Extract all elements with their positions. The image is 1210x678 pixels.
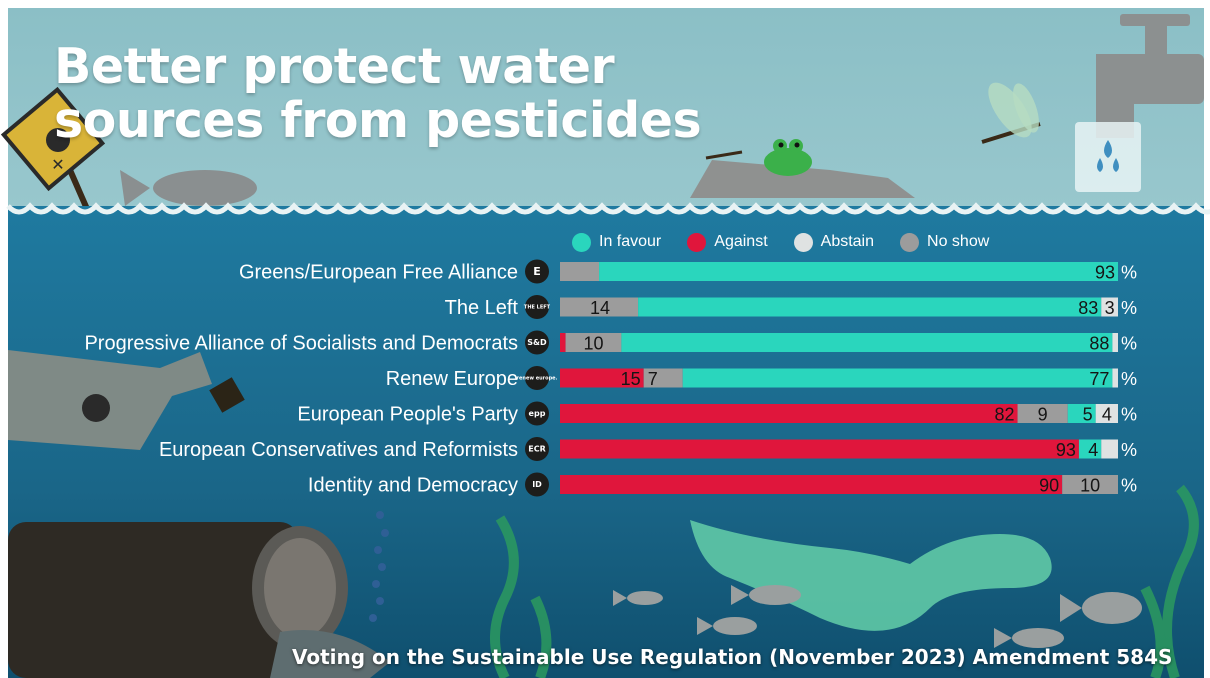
legend-label-in-favour: In favour bbox=[599, 233, 662, 250]
party-logo-text-identity-and-democracy: ID bbox=[532, 480, 542, 489]
dragonfly-icon bbox=[981, 82, 1041, 144]
category-label-greens-european-free-alliance: Greens/European Free Alliance bbox=[239, 262, 518, 284]
data-label-in-favour-the-left: 83 bbox=[1078, 298, 1098, 318]
legend-label-against: Against bbox=[714, 233, 768, 250]
poison-bottle-icon bbox=[8, 350, 245, 450]
party-logo-text-european-people-s-party: epp bbox=[529, 409, 546, 418]
legend-swatch-abstain bbox=[793, 232, 813, 252]
data-label-in-favour-progressive-alliance-of-socialists-and-democrats: 88 bbox=[1089, 334, 1109, 354]
data-label-no-show-progressive-alliance-of-socialists-and-democrats: 10 bbox=[583, 334, 603, 354]
data-label-abstain-the-left: 3 bbox=[1105, 298, 1115, 318]
category-label-progressive-alliance-of-socialists-and-democrats: Progressive Alliance of Socialists and D… bbox=[84, 333, 518, 355]
bar-segment-abstain-renew-europe bbox=[1112, 368, 1118, 388]
bar-segment-in-favour-the-left bbox=[638, 297, 1102, 317]
legend-item-against: Against bbox=[687, 232, 768, 252]
legend-swatch-in-favour bbox=[572, 232, 591, 252]
party-logo-renew-europe bbox=[525, 366, 549, 390]
category-label-identity-and-democracy: Identity and Democracy bbox=[308, 475, 518, 497]
bar-segment-no-show-greens-european-free-alliance bbox=[560, 262, 600, 281]
bar-segment-against-renew-europe bbox=[560, 368, 644, 388]
legend-swatch-against bbox=[687, 232, 707, 252]
bar-segment-no-show-the-left bbox=[560, 297, 639, 317]
seaweed-icon bbox=[490, 484, 1199, 678]
data-label-against-european-conservatives-and-reformists: 93 bbox=[1056, 440, 1076, 460]
bar-segment-no-show-identity-and-democracy bbox=[1062, 475, 1118, 494]
party-logo-progressive-alliance-of-socialists-and-democrats bbox=[525, 330, 549, 355]
dead-fish-icon bbox=[120, 170, 257, 206]
category-label-renew-europe: Renew Europe bbox=[386, 368, 518, 390]
bar-segment-abstain-european-conservatives-and-reformists bbox=[1101, 439, 1118, 459]
percent-sign-the-left: % bbox=[1121, 298, 1137, 318]
bar-segment-in-favour-european-people-s-party bbox=[1067, 404, 1096, 423]
party-logo-european-people-s-party bbox=[525, 401, 549, 426]
data-label-no-show-the-left: 14 bbox=[590, 298, 610, 318]
bar-segment-against-progressive-alliance-of-socialists-and-democrats bbox=[560, 333, 566, 352]
bar-segment-in-favour-greens-european-free-alliance bbox=[599, 262, 1118, 281]
party-logo-greens-european-free-alliance bbox=[525, 259, 549, 284]
legend-swatch-no-show bbox=[900, 232, 920, 252]
party-logo-text-the-left: THE LEFT bbox=[524, 305, 551, 311]
swimmer-icon bbox=[690, 520, 1052, 631]
bar-segment-against-european-people-s-party bbox=[560, 404, 1018, 423]
bar-segment-in-favour-progressive-alliance-of-socialists-and-democrats bbox=[621, 333, 1113, 352]
party-logo-the-left bbox=[525, 295, 549, 319]
bar-segment-abstain-the-left bbox=[1101, 297, 1118, 317]
bubbles-icon bbox=[369, 511, 389, 622]
faucet-icon bbox=[1075, 14, 1204, 192]
party-logo-text-progressive-alliance-of-socialists-and-democrats: S&D bbox=[527, 338, 547, 347]
chart-caption: Voting on the Sustainable Use Regulation… bbox=[292, 645, 1173, 669]
category-label-the-left: The Left bbox=[445, 297, 519, 319]
legend-item-no-show: No show bbox=[900, 232, 990, 252]
data-label-in-favour-european-people-s-party: 5 bbox=[1083, 405, 1093, 425]
data-label-abstain-european-people-s-party: 4 bbox=[1102, 405, 1112, 425]
bar-segment-against-identity-and-democracy bbox=[560, 475, 1063, 494]
data-label-against-european-people-s-party: 82 bbox=[995, 405, 1015, 425]
bar-segment-no-show-progressive-alliance-of-socialists-and-democrats bbox=[565, 333, 622, 352]
data-label-no-show-european-people-s-party: 9 bbox=[1038, 405, 1048, 425]
party-logo-text-renew-europe: renew europe. bbox=[517, 376, 558, 382]
party-logo-text-european-conservatives-and-reformists: ECR bbox=[528, 445, 546, 454]
party-logo-european-conservatives-and-reformists bbox=[525, 437, 549, 461]
data-label-in-favour-european-conservatives-and-reformists: 4 bbox=[1088, 440, 1098, 460]
rock-with-frog-icon bbox=[690, 139, 915, 198]
data-label-no-show-renew-europe: 7 bbox=[648, 369, 658, 389]
legend-label-no-show: No show bbox=[927, 233, 990, 250]
percent-sign-european-conservatives-and-reformists: % bbox=[1121, 440, 1137, 460]
page-title: Better protect water sources from pestic… bbox=[54, 38, 702, 149]
category-label-european-people-s-party: European People's Party bbox=[297, 404, 518, 426]
party-logo-identity-and-democracy bbox=[525, 472, 549, 497]
data-label-in-favour-greens-european-free-alliance: 93 bbox=[1095, 263, 1115, 283]
bar-segment-no-show-european-people-s-party bbox=[1017, 404, 1068, 423]
legend-item-in-favour: In favour bbox=[572, 232, 662, 252]
percent-sign-progressive-alliance-of-socialists-and-democrats: % bbox=[1121, 334, 1137, 354]
data-label-no-show-identity-and-democracy: 10 bbox=[1080, 476, 1100, 496]
bar-segment-abstain-european-people-s-party bbox=[1095, 404, 1118, 423]
data-label-against-renew-europe: 15 bbox=[621, 369, 641, 389]
party-logo-text-greens-european-free-alliance: E bbox=[533, 265, 541, 278]
data-label-in-favour-renew-europe: 77 bbox=[1089, 369, 1109, 389]
percent-sign-renew-europe: % bbox=[1121, 369, 1137, 389]
category-label-european-conservatives-and-reformists: European Conservatives and Reformists bbox=[159, 439, 518, 461]
bar-segment-against-european-conservatives-and-reformists bbox=[560, 439, 1079, 459]
bar-segment-in-favour-european-conservatives-and-reformists bbox=[1078, 439, 1102, 459]
chart-legend: In favour Against Abstain No show bbox=[572, 230, 1015, 254]
legend-item-abstain: Abstain bbox=[793, 232, 875, 252]
percent-sign-greens-european-free-alliance: % bbox=[1121, 263, 1137, 283]
data-label-against-identity-and-democracy: 90 bbox=[1039, 476, 1059, 496]
bar-segment-no-show-renew-europe bbox=[643, 368, 683, 388]
toxic-barrel-icon bbox=[8, 522, 390, 678]
svg-text:✕: ✕ bbox=[51, 155, 64, 174]
bar-segment-in-favour-renew-europe bbox=[682, 368, 1113, 388]
percent-sign-identity-and-democracy: % bbox=[1121, 476, 1137, 496]
bar-segment-abstain-progressive-alliance-of-socialists-and-democrats bbox=[1112, 333, 1118, 352]
percent-sign-european-people-s-party: % bbox=[1121, 405, 1137, 425]
legend-label-abstain: Abstain bbox=[820, 233, 875, 250]
fish-school-icon bbox=[613, 585, 1142, 648]
